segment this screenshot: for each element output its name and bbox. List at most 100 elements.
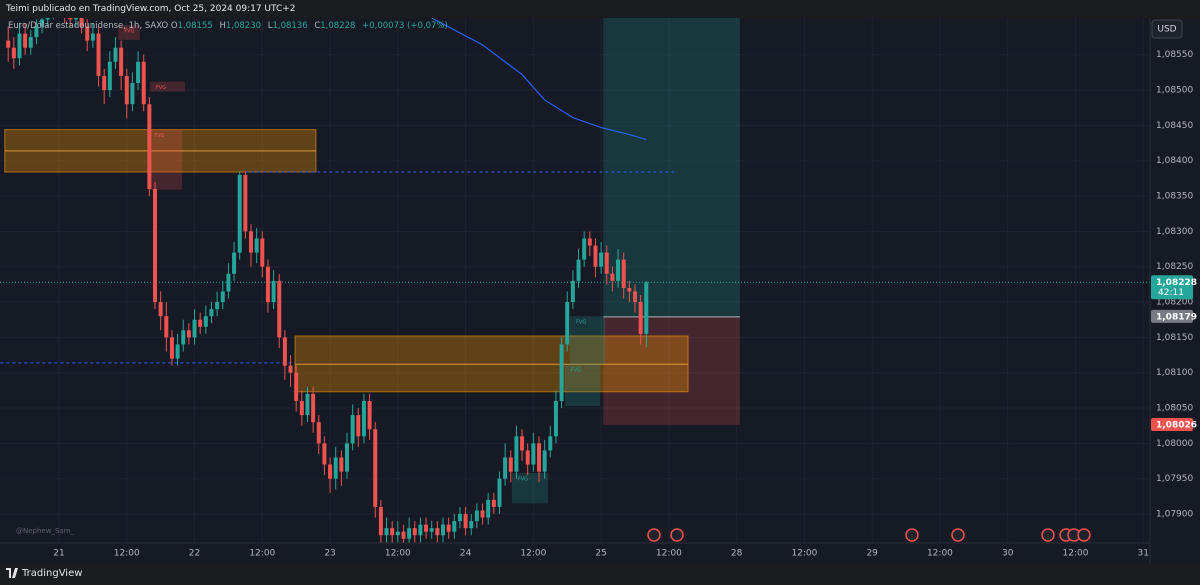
candle-body: [435, 528, 440, 536]
event-icon: [1041, 528, 1055, 542]
candle-body: [23, 33, 28, 48]
candle-body: [220, 291, 225, 303]
candle-body: [11, 47, 16, 59]
candle-body: [395, 531, 400, 536]
candle-body: [407, 528, 412, 539]
legend-value: 1,08136: [272, 21, 308, 31]
take-profit-zone: [603, 18, 741, 317]
candle-body: [107, 61, 112, 91]
x-tick-label: 12:00: [656, 549, 682, 559]
candle-body: [333, 457, 338, 479]
candle-body: [350, 415, 355, 444]
candle-body: [271, 280, 276, 303]
candle-body: [418, 524, 423, 536]
currency: USD: [1157, 25, 1176, 35]
candle-body: [424, 524, 429, 532]
candle-body: [503, 457, 508, 479]
footer: TradingView: [0, 563, 1200, 585]
x-tick-label: 30: [1002, 549, 1014, 559]
y-tick-label: 1,08300: [1156, 227, 1193, 237]
candle-body: [232, 252, 237, 274]
candle-body: [288, 365, 293, 373]
legend-value: 1,08155: [177, 21, 213, 31]
candle-body: [85, 26, 90, 41]
candle-body: [226, 273, 231, 292]
y-tick-label: 1,07950: [1156, 474, 1193, 484]
candle-body: [627, 287, 632, 292]
candle-body: [249, 231, 254, 253]
candle-body: [345, 443, 350, 472]
x-tick-label: 12:00: [791, 549, 817, 559]
candle-body: [79, 18, 84, 27]
candle-body: [610, 273, 615, 281]
x-tick-label: 23: [324, 549, 335, 559]
candle-body: [68, 18, 73, 20]
legend-key: H: [219, 21, 226, 31]
candle-body: [638, 302, 643, 334]
x-tick-label: 21: [53, 549, 64, 559]
candle-body: [136, 61, 141, 84]
y-tick-label: 1,08350: [1156, 192, 1193, 202]
candle-body: [474, 510, 479, 522]
x-tick-label: 29: [866, 549, 878, 559]
event-icon: [1077, 528, 1091, 542]
candle-body: [559, 344, 564, 401]
fvg-label: FVG: [154, 133, 164, 139]
x-tick-label: 12:00: [1062, 549, 1088, 559]
candle-body: [102, 75, 107, 91]
price-tag-label: 1,08228: [1156, 278, 1197, 288]
candle-body: [147, 104, 152, 189]
candle-body: [316, 422, 321, 444]
candle-body: [412, 528, 417, 536]
candle-body: [328, 464, 333, 479]
y-tick-label: 1,08250: [1156, 262, 1193, 272]
fvg-box: [511, 473, 549, 504]
candle-body: [28, 37, 33, 48]
candle-body: [367, 400, 372, 430]
candle-body: [356, 415, 361, 437]
axes: 21 12:00 22 12:00 23 12:00 24 12:00 25 12:00 28 12:…: [53, 50, 1197, 558]
x-tick-label: 12:00: [927, 549, 953, 559]
candle-body: [452, 521, 457, 532]
fvg-box: [564, 364, 600, 406]
candle-body: [209, 309, 214, 317]
candle-body: [265, 266, 270, 303]
candle-body: [254, 238, 259, 253]
y-tick-label: 1,08000: [1156, 439, 1193, 449]
header: Teimi publicado en TradingView.com, Oct …: [0, 0, 1200, 18]
y-tick-label: 1,08400: [1156, 156, 1193, 166]
candle-body: [616, 259, 621, 281]
price-tag: [1151, 417, 1193, 431]
legend-change: +0,00073 (+0,07%): [362, 21, 448, 31]
price-tag: [1151, 309, 1193, 323]
candle-body: [305, 393, 310, 416]
candle-body: [260, 238, 265, 267]
y-tick-label: 1,08100: [1156, 368, 1193, 378]
x-tick-label: 12:00: [249, 549, 275, 559]
candle-body: [621, 259, 626, 288]
fvg-box: [148, 129, 183, 190]
stop-loss-zone: [603, 316, 741, 425]
x-tick-label: 12:00: [385, 549, 411, 559]
candle-body: [96, 33, 101, 76]
y-tick-label: 1,08500: [1156, 86, 1193, 96]
countdown: 42:11: [1158, 288, 1184, 298]
candle-body: [164, 316, 169, 338]
legend-value: 1,08230: [225, 21, 262, 31]
candle-body: [277, 280, 282, 338]
event-icon: [647, 528, 661, 542]
candle-body: [429, 528, 434, 532]
candle-body: [542, 450, 547, 472]
event-icon: [905, 528, 919, 542]
x-tick-label: 12:00: [520, 549, 546, 559]
candle-body: [45, 18, 50, 20]
candle-body: [339, 457, 344, 472]
candle-body: [73, 18, 78, 20]
candle-body: [181, 330, 186, 345]
candle-body: [373, 429, 378, 507]
fvg-box: [149, 81, 185, 92]
x-tick-label: 31: [1137, 549, 1148, 559]
currency-box: [1151, 19, 1183, 39]
price-tag-label: 1,08026: [1156, 420, 1197, 430]
